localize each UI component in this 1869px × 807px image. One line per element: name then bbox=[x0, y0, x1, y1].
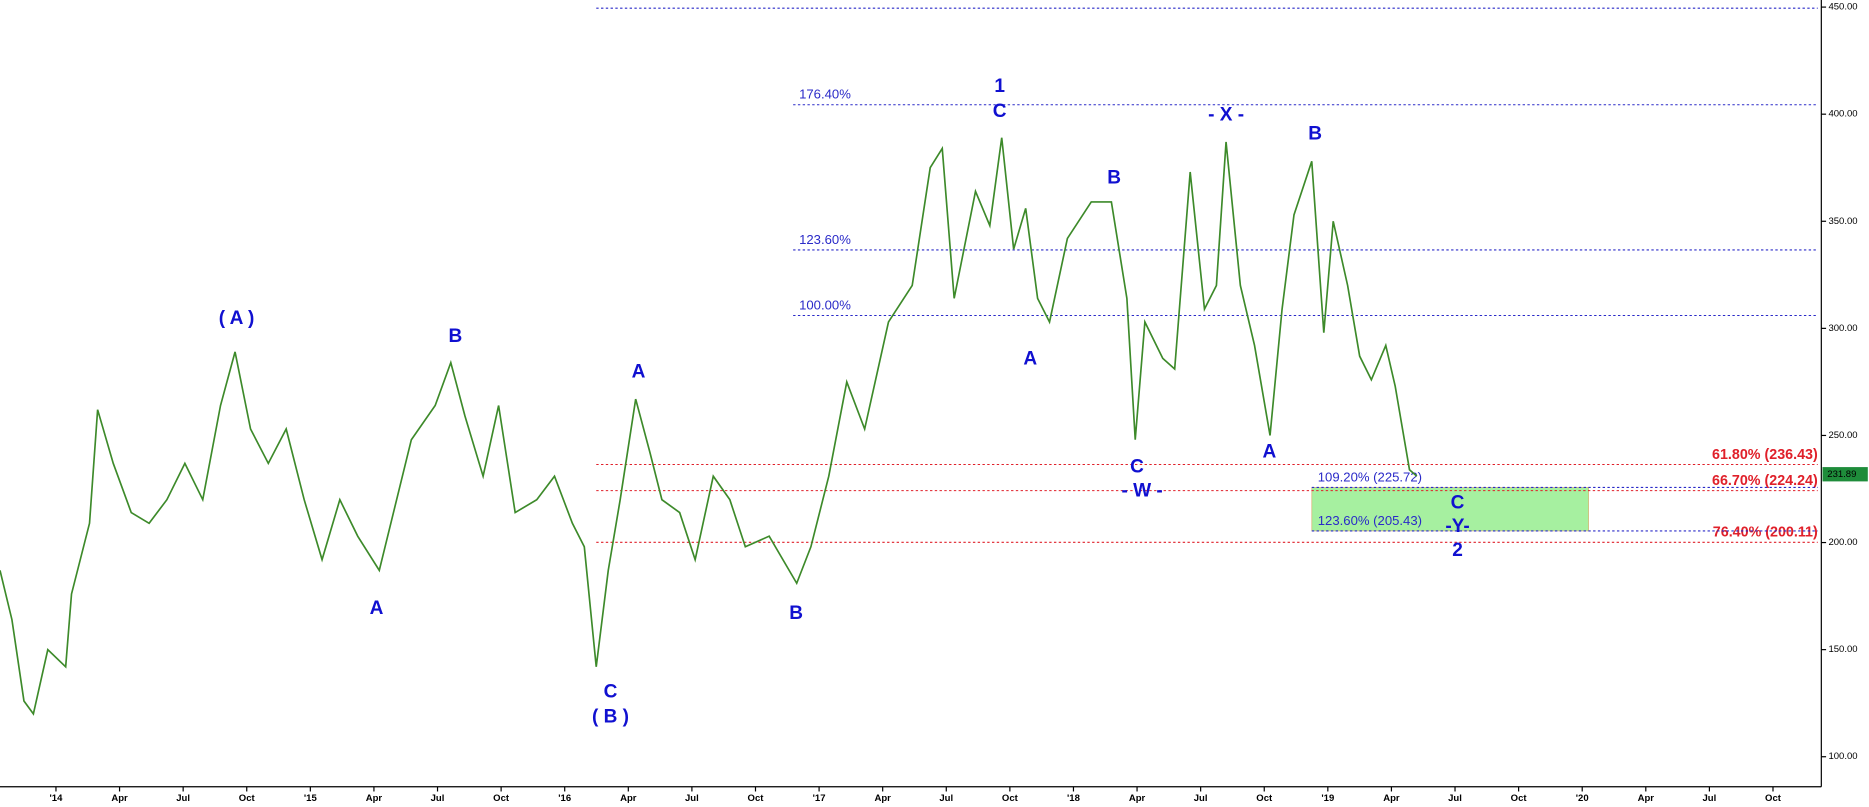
x-tick-label: Jul bbox=[939, 793, 953, 804]
x-tick-label: Oct bbox=[239, 793, 256, 804]
x-tick-label: '16 bbox=[558, 793, 571, 804]
wave-label: ( B ) bbox=[592, 707, 629, 728]
x-tick-label: '19 bbox=[1321, 793, 1334, 804]
y-tick-label: 250.00 bbox=[1828, 430, 1857, 441]
fib-label: 76.40% (200.11) bbox=[1713, 525, 1818, 541]
y-tick-label: 300.00 bbox=[1828, 323, 1857, 334]
x-tick-label: Jul bbox=[1703, 793, 1717, 804]
fib-label: 66.70% (224.24) bbox=[1712, 473, 1818, 489]
wave-label: C bbox=[1451, 492, 1465, 513]
wave-label: B bbox=[1308, 124, 1322, 145]
last-price-label: 231.89 bbox=[1827, 469, 1856, 480]
target-zone bbox=[1311, 487, 1589, 532]
x-tick-label: Jul bbox=[431, 793, 445, 804]
x-tick-label: Jul bbox=[1194, 793, 1208, 804]
x-tick-label: '18 bbox=[1067, 793, 1080, 804]
fib-label: 61.80% (236.43) bbox=[1712, 447, 1818, 463]
x-tick-label: Jul bbox=[176, 793, 190, 804]
x-tick-label: Jul bbox=[685, 793, 699, 804]
x-tick-label: '14 bbox=[50, 793, 64, 804]
wave-label: 1 bbox=[994, 76, 1005, 97]
fib-label: 123.60% bbox=[799, 232, 851, 247]
y-tick-label: 100.00 bbox=[1828, 751, 1857, 762]
wave-label: A bbox=[1023, 348, 1037, 369]
x-tick-label: '17 bbox=[813, 793, 826, 804]
last-price-badge bbox=[1822, 467, 1868, 482]
x-tick-label: Oct bbox=[748, 793, 765, 804]
wave-label: - X - bbox=[1208, 104, 1244, 125]
wave-label: C bbox=[604, 682, 618, 703]
x-tick-label: Oct bbox=[1765, 793, 1782, 804]
fib-label: 100.00% bbox=[799, 297, 851, 312]
x-tick-label: Apr bbox=[1129, 793, 1146, 804]
x-tick-label: '15 bbox=[304, 793, 318, 804]
x-tick-label: Apr bbox=[874, 793, 891, 804]
y-tick-label: 150.00 bbox=[1828, 644, 1857, 655]
y-tick-label: 350.00 bbox=[1828, 216, 1857, 227]
x-tick-label: Jul bbox=[1448, 793, 1462, 804]
wave-label: B bbox=[448, 326, 462, 347]
x-tick-label: Oct bbox=[1002, 793, 1019, 804]
wave-label: C bbox=[993, 101, 1007, 122]
fib-label: 123.60% (205.43) bbox=[1318, 513, 1422, 528]
fib-label: 176.40% bbox=[799, 87, 851, 102]
x-tick-label: Apr bbox=[111, 793, 128, 804]
wave-label: B bbox=[789, 603, 803, 624]
x-tick-label: '20 bbox=[1576, 793, 1589, 804]
wave-label: ( A ) bbox=[219, 308, 255, 329]
price-line bbox=[0, 137, 1418, 716]
x-tick-label: Oct bbox=[493, 793, 510, 804]
y-tick-label: 450.00 bbox=[1828, 2, 1857, 13]
y-tick-label: 400.00 bbox=[1828, 109, 1857, 120]
x-tick-label: Apr bbox=[1638, 793, 1655, 804]
wave-label: C bbox=[1130, 457, 1144, 478]
wave-label: 2 bbox=[1452, 540, 1463, 561]
x-tick-label: Oct bbox=[1511, 793, 1528, 804]
wave-label: A bbox=[370, 598, 384, 619]
x-tick-label: Apr bbox=[366, 793, 383, 804]
y-tick-label: 200.00 bbox=[1828, 537, 1857, 548]
wave-label: A bbox=[1262, 442, 1276, 463]
fib-label: 109.20% (225.72) bbox=[1318, 469, 1422, 484]
x-tick-label: Apr bbox=[1383, 793, 1400, 804]
wave-label: -Y- bbox=[1445, 516, 1469, 537]
wave-label: - W - bbox=[1122, 480, 1163, 501]
x-tick-label: Apr bbox=[620, 793, 637, 804]
wave-label: A bbox=[632, 362, 646, 383]
x-tick-label: Oct bbox=[1256, 793, 1273, 804]
wave-label: B bbox=[1107, 167, 1121, 188]
